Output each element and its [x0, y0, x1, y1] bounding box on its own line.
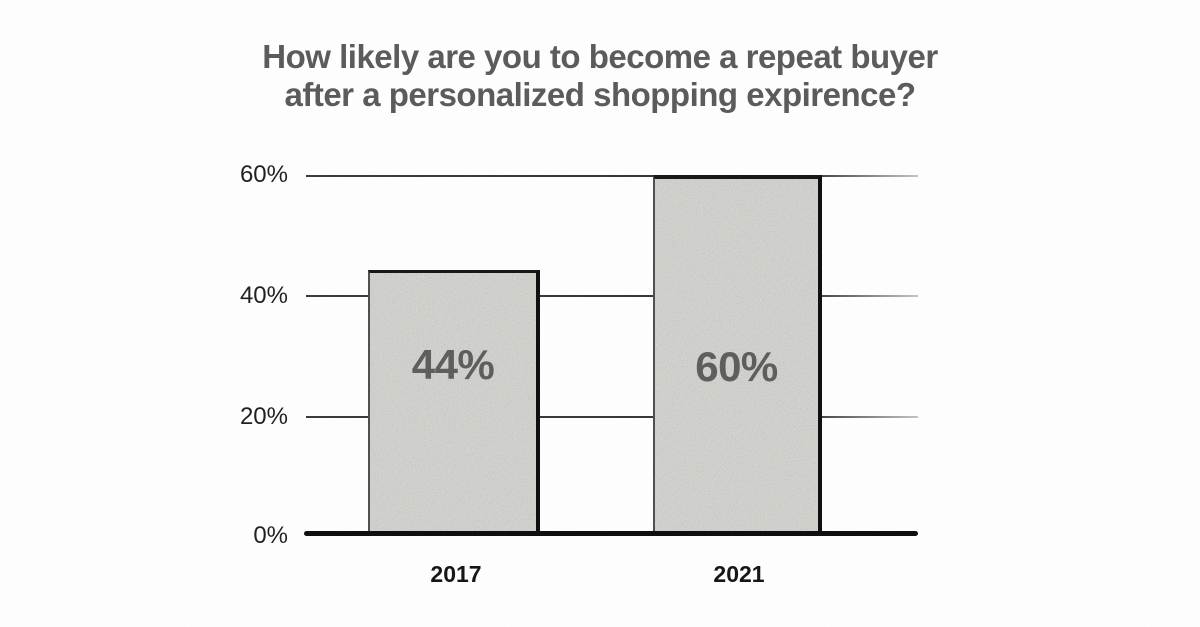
- chart-title-line-2: after a personalized shopping expirence?: [284, 76, 917, 113]
- ytick-60: 60%: [239, 161, 288, 188]
- x-axis-line: [304, 531, 918, 536]
- chart-title-line-1: How likely are you to become a repeat bu…: [262, 38, 938, 75]
- ytick-40: 40%: [239, 282, 288, 309]
- bar-grain-texture: [370, 273, 536, 533]
- category-label-2017: 2017: [430, 561, 482, 587]
- bar-value-label-2017: 44%: [411, 341, 495, 388]
- bar-value-label-2021: 60%: [695, 343, 778, 390]
- bar-2021: 60%: [653, 175, 822, 533]
- bar-2017: 44%: [368, 270, 540, 533]
- ytick-20: 20%: [239, 403, 288, 430]
- plot-area: 44% 60% 2017 2021: [302, 175, 918, 587]
- gridline-60: [306, 175, 918, 177]
- category-label-2021: 2021: [713, 561, 765, 587]
- ytick-0: 0%: [253, 522, 288, 549]
- chart-title: How likely are you to become a repeat bu…: [0, 38, 1200, 114]
